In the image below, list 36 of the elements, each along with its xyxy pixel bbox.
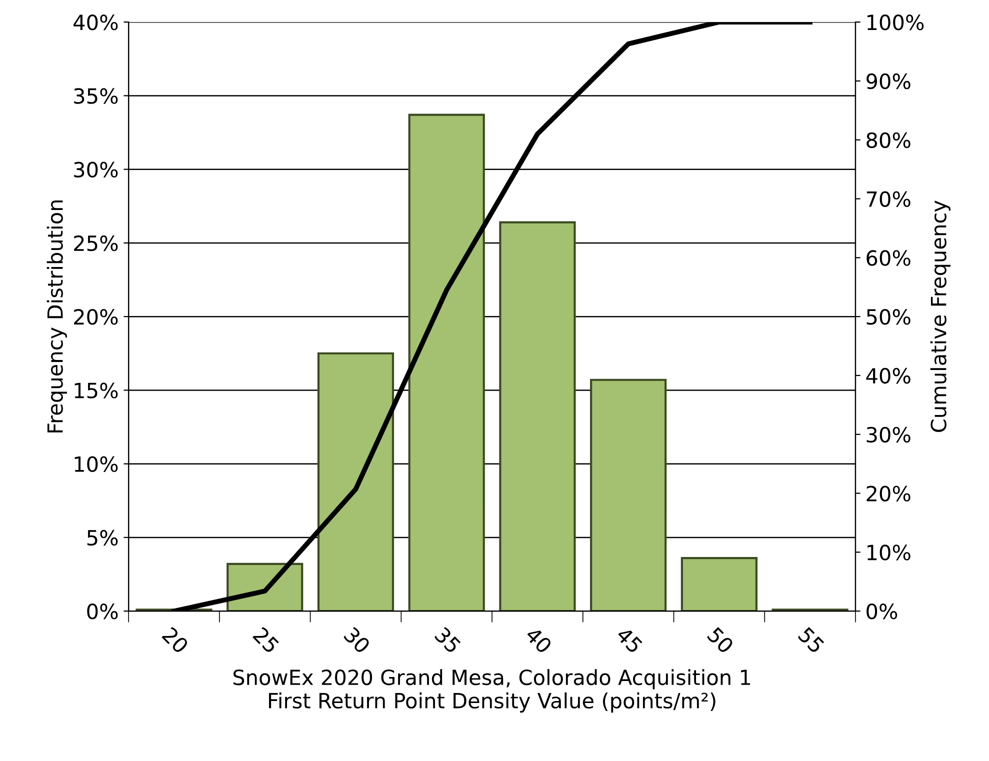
x-tick-label: 50: [706, 626, 734, 654]
y2-tick-label: 50%: [866, 309, 910, 325]
y-tick-label: 20%: [74, 309, 118, 325]
y2-tick-label: 80%: [866, 132, 910, 148]
y2-tick-label: 100%: [867, 14, 924, 30]
y-tick-label: 0%: [87, 604, 118, 620]
bar: [408, 114, 485, 612]
bar: [590, 378, 667, 612]
y2-tick-label: 60%: [866, 250, 910, 266]
y2-tick-label: 70%: [866, 191, 910, 207]
bar: [499, 221, 576, 612]
x-tick-label: 20: [161, 626, 190, 654]
x-tick-label: 45: [615, 626, 644, 654]
y2-tick-label: 90%: [866, 73, 910, 90]
bar: [680, 557, 758, 612]
y-axis-title: Frequency Distribution: [46, 200, 67, 432]
x-tick-label: 35: [434, 626, 462, 654]
y-tick-label: 35%: [74, 88, 118, 104]
y-tick-label: 10%: [74, 456, 118, 472]
y-tick-label: 25%: [74, 235, 118, 252]
y2-tick-label: 10%: [867, 544, 910, 560]
y2-tick-label: 20%: [866, 486, 910, 502]
y-tick-label: 5%: [87, 530, 118, 546]
x-axis-title: SnowEx 2020 Grand Mesa, Colorado Acquisition 1 First Return Point Density Value (points/m²): [233, 669, 750, 713]
y2-tick-label: 40%: [866, 368, 910, 384]
y2-axis-title: Cumulative Frequency: [930, 200, 950, 432]
x-tick-label: 25: [252, 626, 280, 654]
x-tick-label: 40: [524, 626, 553, 654]
y-tick-label: 40%: [74, 14, 118, 30]
y2-tick-label: 30%: [866, 426, 910, 443]
y-tick-label: 30%: [74, 162, 118, 178]
y2-tick-label: 0%: [866, 604, 898, 620]
bar: [317, 352, 394, 612]
x-tick-label: 30: [343, 626, 371, 654]
y-tick-label: 15%: [74, 382, 118, 398]
x-tick-label: 55: [798, 626, 825, 654]
